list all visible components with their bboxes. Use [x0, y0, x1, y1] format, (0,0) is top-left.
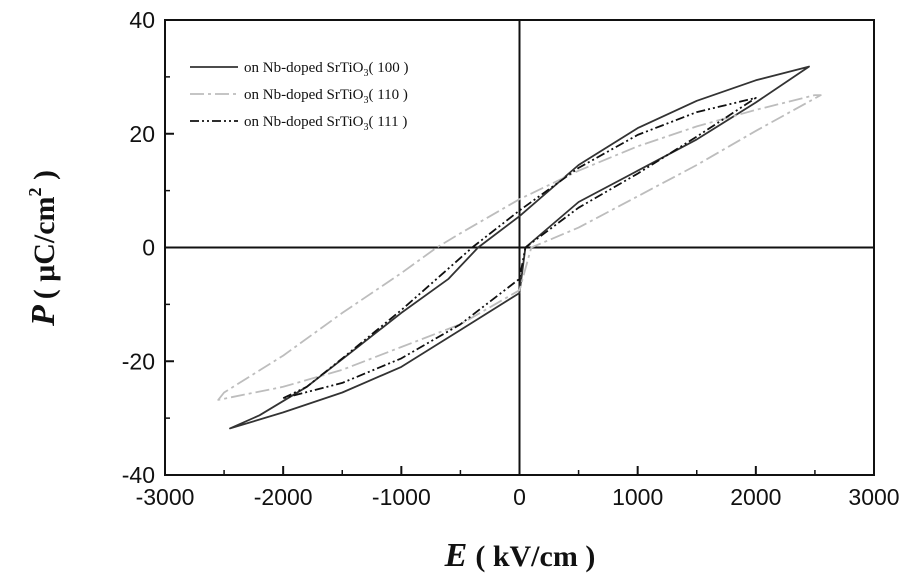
y-tick-label: 20 — [129, 121, 155, 147]
x-tick-label: 2000 — [730, 484, 781, 510]
x-tick-label: -2000 — [254, 484, 313, 510]
y-tick-label: -40 — [122, 462, 155, 488]
y-tick-label: -20 — [122, 348, 155, 374]
y-tick-labels: -40 -20 0 20 40 — [122, 7, 155, 488]
y-tick-label: 40 — [129, 7, 155, 33]
x-tick-label: 3000 — [848, 484, 899, 510]
y-tick-label: 0 — [142, 235, 155, 261]
y-axis-title: P( μC/cm2 ) — [25, 170, 62, 327]
x-axis-title: E( kV/cm ) — [444, 537, 596, 574]
x-tick-label: 0 — [513, 484, 526, 510]
x-tick-label: 1000 — [612, 484, 663, 510]
x-tick-label: -1000 — [372, 484, 431, 510]
x-tick-labels: -3000-2000-10000100020003000 — [136, 484, 900, 510]
